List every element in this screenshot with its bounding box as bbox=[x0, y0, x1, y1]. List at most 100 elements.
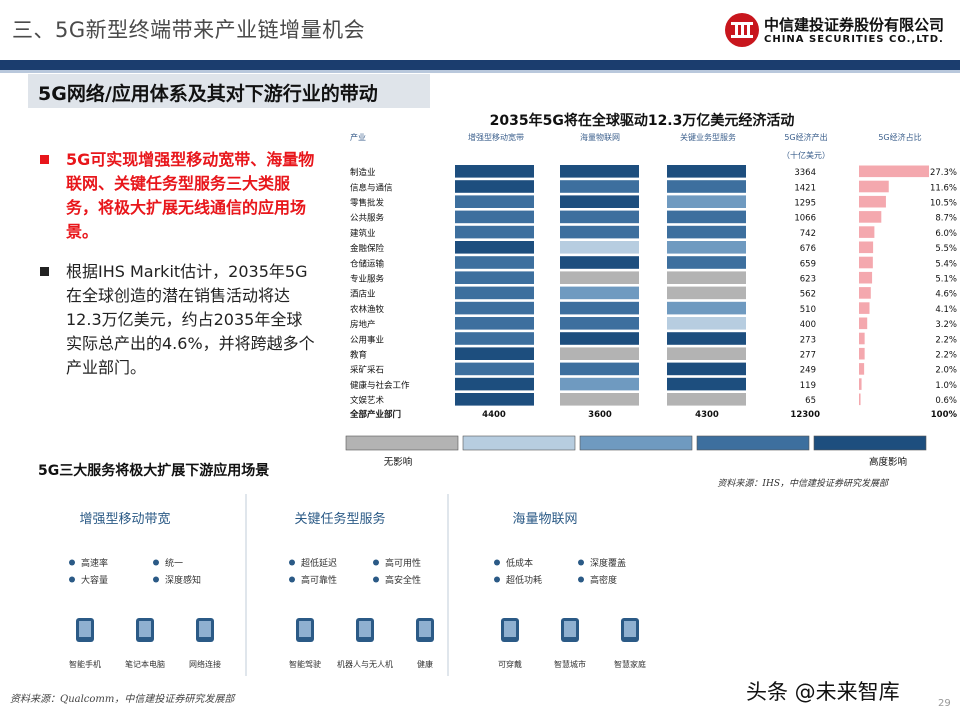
app-2-1-icon bbox=[561, 618, 579, 642]
row-output-value: 676 bbox=[800, 244, 816, 254]
impact-cell-embb bbox=[455, 210, 534, 224]
impact-cell-embb bbox=[455, 347, 534, 360]
feature-label: 高安全性 bbox=[385, 574, 421, 586]
impact-cell-miot bbox=[560, 301, 639, 315]
column-unit: （十亿美元） bbox=[782, 150, 830, 160]
row-industry-label: 采矿采石 bbox=[350, 365, 384, 376]
row-share-value: 5.4% bbox=[935, 259, 957, 269]
row-industry-label: 酒店业 bbox=[350, 289, 376, 300]
feature-dot-icon bbox=[494, 559, 500, 566]
chart-title: 2035年5G将在全球驱动12.3万亿美元经济活动 bbox=[490, 112, 795, 129]
impact-cell-miot bbox=[560, 332, 639, 345]
legend-swatch bbox=[579, 435, 693, 451]
impact-cell-embb bbox=[455, 317, 534, 330]
row-industry-label: 农林渔牧 bbox=[350, 304, 385, 315]
row-industry-label: 文娱艺术 bbox=[350, 395, 385, 406]
service-name: 关键任务型服务 bbox=[294, 511, 385, 527]
impact-cell-miot bbox=[560, 241, 639, 254]
row-industry-label: 房地产 bbox=[350, 319, 376, 330]
share-bar bbox=[859, 302, 870, 314]
service-name: 海量物联网 bbox=[512, 512, 577, 527]
app-label: 智能手机 bbox=[69, 659, 101, 669]
row-output-value: 273 bbox=[800, 335, 816, 345]
app-label: 笔记本电脑 bbox=[125, 659, 165, 669]
impact-cell-embb bbox=[455, 362, 534, 376]
feature-dot-icon bbox=[69, 559, 75, 566]
row-output-value: 1066 bbox=[794, 214, 816, 224]
row-share-value: 10.5% bbox=[930, 199, 957, 209]
bullet-text: 5G可实现增强型移动宽带、海量物联网、关键任务型服务三大类服务，将极大扩展无线通… bbox=[66, 150, 315, 241]
app-label: 机器人与无人机 bbox=[337, 659, 393, 669]
impact-cell-critical bbox=[667, 195, 746, 208]
app-label: 智慧家庭 bbox=[614, 659, 646, 669]
feature-label: 高可靠性 bbox=[301, 574, 337, 586]
feature-label: 超低功耗 bbox=[506, 574, 542, 586]
row-industry-label: 专业服务 bbox=[350, 274, 385, 285]
column-header: 增强型移动宽带 bbox=[468, 132, 524, 142]
impact-cell-critical bbox=[667, 165, 746, 178]
feature-dot-icon bbox=[578, 576, 584, 583]
impact-cell-embb bbox=[455, 377, 534, 391]
footer-source: 资料来源：Qualcomm，中信建投证券研究发展部 bbox=[10, 694, 235, 705]
row-output-value: 562 bbox=[800, 290, 816, 300]
impact-cell-embb bbox=[455, 180, 534, 193]
impact-cell-embb bbox=[455, 393, 534, 406]
row-share-value: 2.0% bbox=[935, 366, 957, 376]
section-header: 5G网络/应用体系及其对下游行业的带动 bbox=[28, 74, 430, 108]
share-bar bbox=[859, 332, 865, 345]
legend-swatch bbox=[462, 435, 576, 451]
row-share-value: 8.7% bbox=[935, 214, 957, 224]
share-bar bbox=[859, 180, 889, 193]
impact-cell-miot bbox=[560, 256, 639, 269]
impact-cell-miot bbox=[560, 347, 639, 360]
impact-cell-miot bbox=[560, 271, 639, 284]
bullet-text: 根据IHS Markit估计，2035年5G在全球创造的潜在销售活动将达12.3… bbox=[66, 262, 315, 377]
row-industry-label: 制造业 bbox=[350, 167, 376, 178]
total-value: 4400 bbox=[482, 410, 506, 420]
app-label: 可穿戴 bbox=[498, 659, 522, 669]
app-1-0-icon bbox=[296, 618, 314, 642]
feature-dot-icon bbox=[494, 576, 500, 583]
column-header: 海量物联网 bbox=[580, 132, 620, 142]
impact-cell-critical bbox=[667, 377, 746, 391]
section-title: 5G网络/应用体系及其对下游行业的带动 bbox=[38, 83, 378, 105]
row-share-value: 2.2% bbox=[935, 351, 957, 361]
impact-cell-critical bbox=[667, 180, 746, 193]
row-output-value: 659 bbox=[800, 259, 816, 269]
impact-cell-embb bbox=[455, 195, 534, 208]
feature-dot-icon bbox=[153, 559, 159, 566]
impact-cell-miot bbox=[560, 195, 639, 208]
app-label: 智能驾驶 bbox=[289, 659, 321, 669]
service-name: 增强型移动带宽 bbox=[79, 511, 170, 527]
impact-cell-critical bbox=[667, 225, 746, 239]
row-industry-label: 零售批发 bbox=[350, 198, 385, 209]
row-output-value: 1421 bbox=[794, 183, 816, 193]
feature-label: 深度覆盖 bbox=[590, 557, 626, 569]
impact-cell-critical bbox=[667, 393, 746, 406]
bullet-marker bbox=[40, 155, 49, 164]
row-share-value: 4.6% bbox=[935, 290, 957, 300]
row-industry-label: 健康与社会工作 bbox=[350, 380, 410, 391]
column-header: 5G经济产出 bbox=[784, 132, 827, 142]
bullet-marker bbox=[40, 267, 49, 276]
app-0-2-icon bbox=[196, 618, 214, 642]
feature-dot-icon bbox=[578, 559, 584, 566]
impact-cell-miot bbox=[560, 225, 639, 239]
row-output-value: 65 bbox=[805, 396, 816, 406]
services-title: 5G三大服务将极大扩展下游应用场景 bbox=[38, 463, 270, 479]
total-value: 3600 bbox=[588, 410, 612, 420]
row-output-value: 119 bbox=[800, 381, 816, 391]
impact-cell-critical bbox=[667, 362, 746, 376]
impact-cell-embb bbox=[455, 301, 534, 315]
row-industry-label: 教育 bbox=[350, 350, 367, 361]
row-industry-label: 公用事业 bbox=[350, 334, 384, 345]
impact-cell-miot bbox=[560, 362, 639, 376]
feature-label: 高可用性 bbox=[385, 557, 421, 569]
app-1-1-icon bbox=[356, 618, 374, 642]
share-bar bbox=[859, 241, 874, 254]
share-bar bbox=[859, 271, 873, 284]
row-share-value: 6.0% bbox=[935, 229, 957, 239]
impact-cell-critical bbox=[667, 271, 746, 284]
